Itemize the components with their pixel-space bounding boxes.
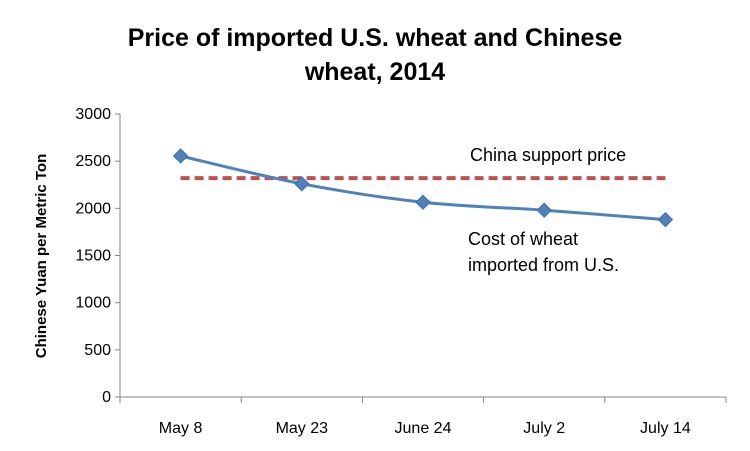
y-tick-label: 500 [84,342,111,359]
y-tick-label: 1500 [75,248,111,265]
data-point-marker [172,148,189,164]
y-tick-labels: 0 500 1000 1500 2000 2500 3000 [75,106,111,406]
axes [115,113,727,403]
chart-title-line-1: Price of imported U.S. wheat and Chinese [128,24,623,52]
x-tick-label: July 14 [640,420,691,437]
x-tick-label: May 8 [159,420,203,437]
y-axis-label: Chinese Yuan per Metric Ton [33,154,50,359]
x-tick-label: June 24 [395,420,452,437]
data-point-marker [536,202,552,218]
series-0 [172,148,674,228]
import-cost-label-line-2: imported from U.S. [468,255,619,275]
y-tick-label: 2000 [75,200,111,217]
y-tick-label: 3000 [75,106,111,123]
x-tick-label: May 23 [276,420,329,437]
chart-title-line-2: wheat, 2014 [304,58,445,86]
y-tick-label: 1000 [75,295,111,312]
import-cost-label-line-1: Cost of wheat [468,229,578,249]
x-tick-label: July 2 [523,420,565,437]
data-point-marker [415,194,431,210]
data-point-marker [294,176,310,192]
support-price-label: China support price [470,145,626,165]
data-point-marker [657,211,674,228]
y-tick-label: 0 [102,389,111,406]
series-group [172,148,674,228]
y-tick-label: 2500 [75,153,111,170]
x-tick-labels: May 8 May 23 June 24 July 2 July 14 [159,420,691,437]
import-cost-line [180,154,666,222]
